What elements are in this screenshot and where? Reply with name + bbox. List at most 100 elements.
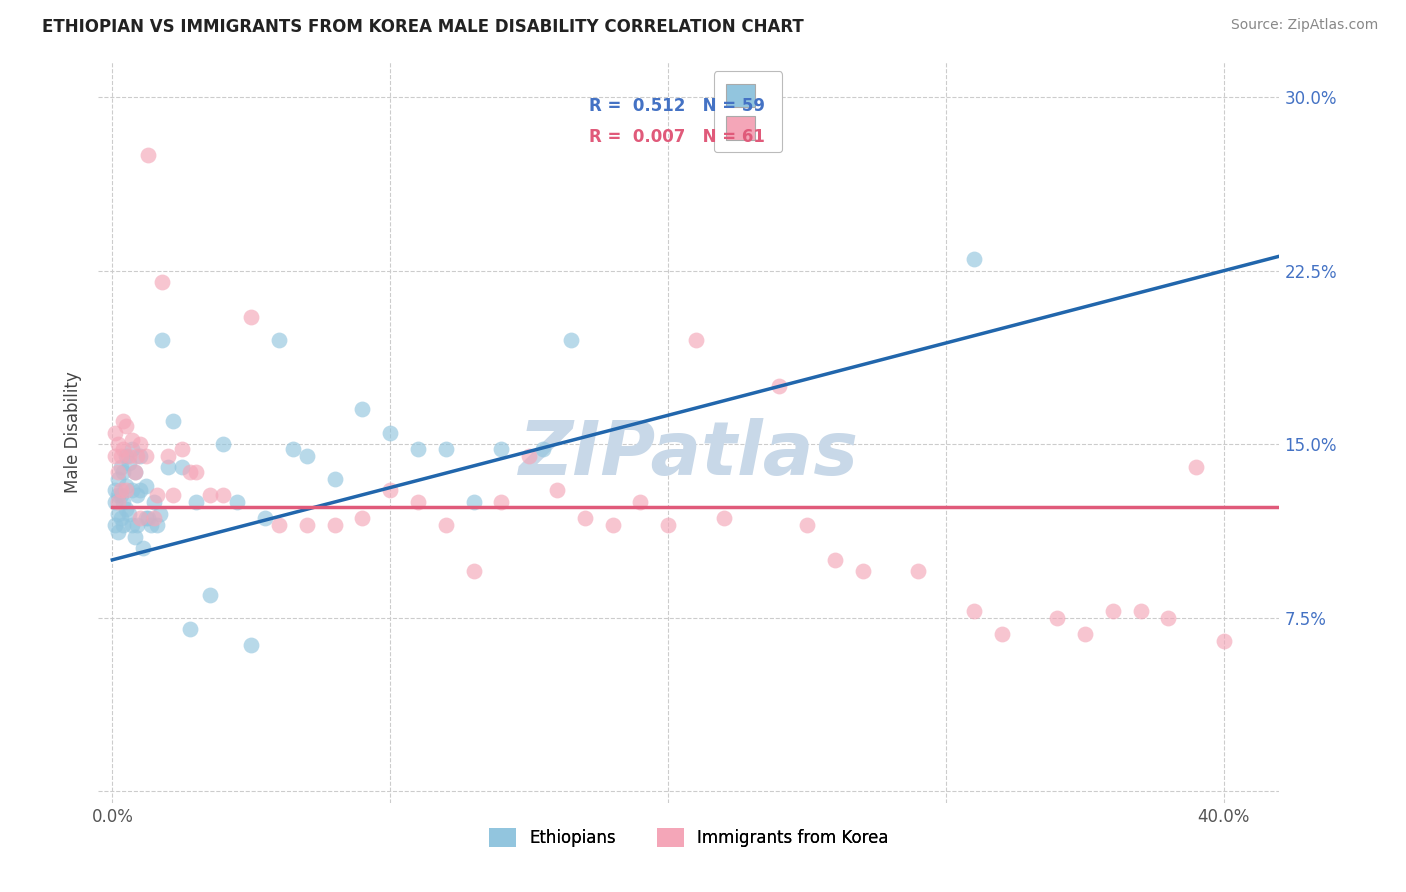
- Point: [115, 483, 138, 498]
- Point: [110, 460, 132, 475]
- Text: R =  0.007   N = 61: R = 0.007 N = 61: [589, 128, 765, 145]
- Point: [602, 518, 624, 533]
- Point: [148, 507, 170, 521]
- Y-axis label: Male Disability: Male Disability: [65, 372, 83, 493]
- Text: Source: ZipAtlas.com: Source: ZipAtlas.com: [1230, 18, 1378, 32]
- Point: [1157, 611, 1180, 625]
- Point: [295, 449, 318, 463]
- Point: [184, 495, 207, 509]
- Point: [212, 488, 235, 502]
- Point: [146, 518, 169, 533]
- Point: [124, 465, 146, 479]
- Point: [531, 442, 554, 456]
- Point: [179, 465, 201, 479]
- Point: [135, 511, 157, 525]
- Point: [110, 449, 132, 463]
- Point: [560, 333, 582, 347]
- Point: [267, 518, 290, 533]
- Point: [110, 511, 132, 525]
- Point: [121, 433, 143, 447]
- Point: [212, 437, 235, 451]
- Point: [129, 511, 152, 525]
- Point: [963, 604, 986, 618]
- Point: [107, 465, 129, 479]
- Point: [491, 442, 513, 456]
- Point: [852, 565, 875, 579]
- Point: [184, 465, 207, 479]
- Point: [1046, 611, 1069, 625]
- Point: [115, 418, 138, 433]
- Point: [104, 495, 127, 509]
- Point: [162, 414, 184, 428]
- Point: [132, 541, 155, 556]
- Point: [121, 442, 143, 456]
- Point: [143, 511, 166, 525]
- Point: [907, 565, 929, 579]
- Point: [179, 622, 201, 636]
- Point: [352, 511, 374, 525]
- Point: [138, 148, 160, 162]
- Point: [768, 379, 790, 393]
- Point: [104, 483, 127, 498]
- Point: [104, 425, 127, 440]
- Point: [118, 449, 141, 463]
- Point: [141, 518, 163, 533]
- Point: [240, 639, 263, 653]
- Point: [112, 465, 135, 479]
- Point: [796, 518, 818, 533]
- Point: [135, 479, 157, 493]
- Point: [240, 310, 263, 324]
- Point: [107, 507, 129, 521]
- Point: [129, 483, 152, 498]
- Point: [143, 495, 166, 509]
- Point: [1074, 627, 1097, 641]
- Point: [146, 488, 169, 502]
- Point: [110, 483, 132, 498]
- Point: [198, 488, 221, 502]
- Point: [1129, 604, 1152, 618]
- Point: [138, 511, 160, 525]
- Point: [127, 518, 149, 533]
- Point: [463, 495, 485, 509]
- Point: [104, 449, 127, 463]
- Point: [107, 488, 129, 502]
- Point: [824, 553, 846, 567]
- Point: [150, 333, 173, 347]
- Point: [463, 565, 485, 579]
- Point: [198, 588, 221, 602]
- Point: [107, 472, 129, 486]
- Point: [118, 456, 141, 470]
- Text: R =  0.512   N = 59: R = 0.512 N = 59: [589, 96, 765, 114]
- Point: [112, 518, 135, 533]
- Text: ETHIOPIAN VS IMMIGRANTS FROM KOREA MALE DISABILITY CORRELATION CHART: ETHIOPIAN VS IMMIGRANTS FROM KOREA MALE …: [42, 18, 804, 36]
- Point: [628, 495, 651, 509]
- Point: [135, 449, 157, 463]
- Point: [156, 449, 179, 463]
- Text: ZIPatlas: ZIPatlas: [519, 418, 859, 491]
- Point: [170, 460, 193, 475]
- Point: [121, 483, 143, 498]
- Point: [107, 525, 129, 540]
- Point: [150, 275, 173, 289]
- Point: [124, 530, 146, 544]
- Point: [129, 449, 152, 463]
- Point: [112, 495, 135, 509]
- Point: [226, 495, 249, 509]
- Point: [267, 333, 290, 347]
- Point: [170, 442, 193, 456]
- Point: [127, 449, 149, 463]
- Point: [406, 442, 429, 456]
- Point: [574, 511, 596, 525]
- Point: [254, 511, 277, 525]
- Point: [1101, 604, 1123, 618]
- Point: [434, 518, 457, 533]
- Point: [990, 627, 1012, 641]
- Point: [127, 488, 149, 502]
- Point: [546, 483, 568, 498]
- Point: [657, 518, 679, 533]
- Point: [380, 425, 402, 440]
- Point: [112, 414, 135, 428]
- Point: [112, 442, 135, 456]
- Point: [121, 518, 143, 533]
- Point: [162, 488, 184, 502]
